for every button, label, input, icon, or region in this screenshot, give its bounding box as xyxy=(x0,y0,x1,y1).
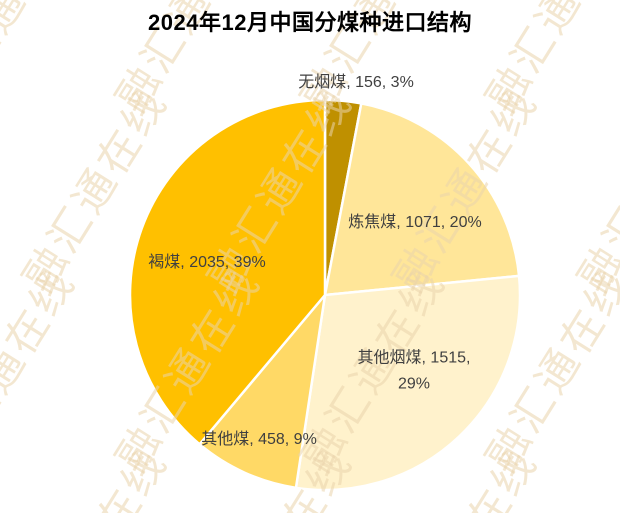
chart-title: 2024年12月中国分煤种进口结构 xyxy=(148,10,472,35)
slice-label-line: 29% xyxy=(397,375,431,392)
slice-label-5: 褐煤, 2035, 39% xyxy=(148,250,265,276)
slice-label-line: 无烟煤, 156, 3% xyxy=(298,74,414,92)
slice-label-line: 炼焦煤, 1071, 20% xyxy=(348,214,482,232)
slice-label-3: 其他烟煤, 1515, 29% xyxy=(358,345,471,396)
pie-slice-3 xyxy=(294,274,522,492)
slice-label-line: 褐煤, 2035, 39% xyxy=(148,254,266,272)
pie-slice-5 xyxy=(128,98,327,446)
slice-label-1: 无烟煤, 156, 3% xyxy=(298,70,414,96)
slice-label-2: 炼焦煤, 1071, 20% xyxy=(348,210,481,236)
slice-label-line: 其他煤, 458, 9% xyxy=(201,431,317,449)
slice-label-4: 其他煤, 458, 9% xyxy=(201,427,317,453)
pie-slice-4 xyxy=(198,293,327,490)
pie-slice-2 xyxy=(323,102,521,297)
slice-label-line: 其他烟煤, 1515, xyxy=(357,349,471,367)
